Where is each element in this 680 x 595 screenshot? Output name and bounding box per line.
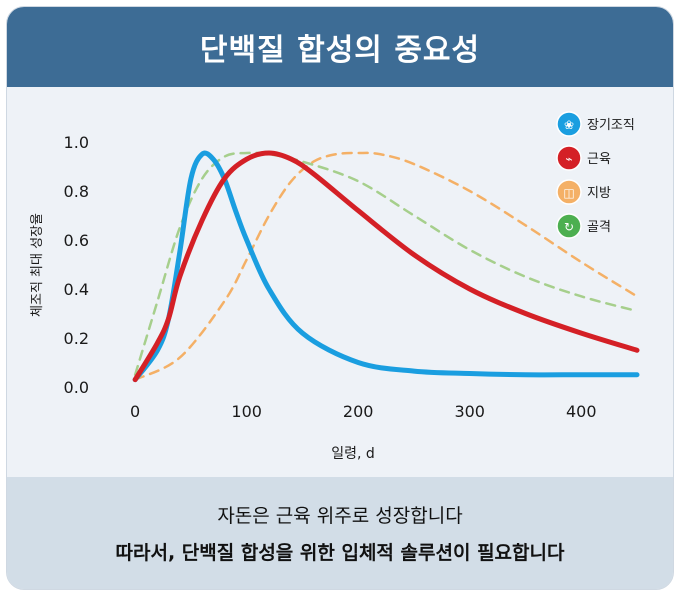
x-tick-label: 400 <box>566 402 597 421</box>
series-line-골격 <box>133 151 639 376</box>
footer-line-1: 자돈은 근육 위주로 성장합니다 <box>217 505 463 527</box>
growth-chart: 0.0 0.2 0.4 0.6 0.8 1.0 0 100 200 300 400 일령, d 체조직 … <box>30 111 640 462</box>
chart-panel: 0.0 0.2 0.4 0.6 0.8 1.0 0 100 200 300 400 일령, d 체조직 … <box>7 87 673 477</box>
footer-panel: 자돈은 근육 위주로 성장합니다 따라서, 단백질 합성을 위한 입체적 솔루션… <box>7 477 673 589</box>
y-axis-label: 체조직 최대 성장율 <box>30 213 45 317</box>
fat-icon-glyph: ◫ <box>563 186 574 200</box>
legend-label: 지방 <box>587 186 611 201</box>
chart-series <box>132 150 640 383</box>
y-tick-label: 0.8 <box>64 182 89 201</box>
chart-legend: ❀ 장기조직 ⌁ 근육 ◫ 지방 ↻ 골격 <box>556 111 635 239</box>
muscle-icon <box>556 145 582 171</box>
x-tick-label: 200 <box>343 402 374 421</box>
organ-icon-glyph: ❀ <box>564 118 574 132</box>
series-line-장기조직 <box>132 150 640 383</box>
series-line-지방 <box>133 151 639 381</box>
y-tick-label: 0.2 <box>64 329 89 348</box>
fat-icon <box>556 179 582 205</box>
page-title: 단백질 합성의 중요성 <box>199 33 481 68</box>
x-axis-label: 일령, d <box>331 446 375 462</box>
series-line-근육 <box>132 150 640 383</box>
x-tick-label: 300 <box>454 402 485 421</box>
y-tick-label: 1.0 <box>64 133 89 152</box>
organ-icon <box>556 111 582 137</box>
infographic-card: 단백질 합성의 중요성 0.0 0.2 0.4 0.6 0.8 1.0 0 100 200 300… <box>6 6 674 590</box>
footer-line-2: 따라서, 단백질 합성을 위한 입체적 솔루션이 필요합니다 <box>115 542 565 564</box>
y-tick-label: 0.0 <box>64 378 89 397</box>
bone-icon <box>556 213 582 239</box>
bone-icon-glyph: ↻ <box>564 220 574 234</box>
legend-label: 골격 <box>587 220 611 235</box>
legend-label: 근육 <box>587 152 611 167</box>
legend-label: 장기조직 <box>587 118 635 133</box>
x-tick-label: 0 <box>130 402 140 421</box>
header-bar: 단백질 합성의 중요성 <box>7 7 673 87</box>
y-tick-label: 0.4 <box>64 280 89 299</box>
y-tick-label: 0.6 <box>64 231 89 250</box>
chart-axes: 0.0 0.2 0.4 0.6 0.8 1.0 0 100 200 300 400 일령, d 체조직 … <box>30 133 597 462</box>
muscle-icon-glyph: ⌁ <box>565 152 572 166</box>
x-tick-label: 100 <box>231 402 262 421</box>
